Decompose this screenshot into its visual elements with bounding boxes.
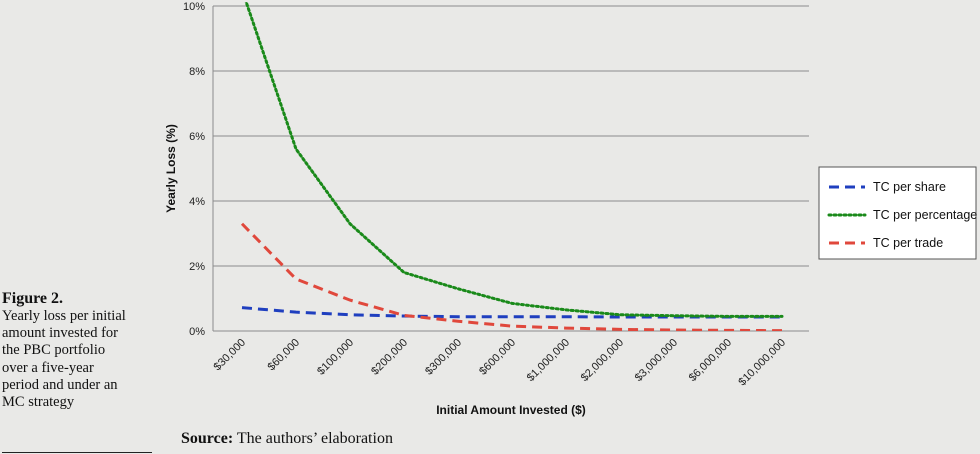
series-line-tc-per-trade (240, 222, 783, 331)
x-tick-label: $300,000 (423, 337, 464, 378)
y-tick-label: 0% (189, 326, 205, 338)
x-tick-label: $6,000,000 (687, 337, 734, 384)
caption-line: Yearly loss per initial (2, 308, 126, 324)
x-tick-label: $10,000,000 (736, 337, 788, 389)
x-tick-label: $200,000 (369, 337, 410, 378)
caption-line: MC strategy (2, 394, 75, 411)
y-axis-title: Yearly Loss (%) (164, 124, 178, 213)
x-tick-label: $3,000,000 (633, 337, 680, 384)
y-tick-label: 8% (189, 66, 205, 78)
x-tick-label: $600,000 (477, 337, 518, 378)
caption-divider (2, 452, 152, 453)
x-tick-label: $1,000,000 (525, 337, 572, 384)
y-tick-label: 6% (189, 131, 205, 143)
figure-label: Figure 2. (2, 290, 64, 307)
legend-label: TC per percentage (873, 208, 977, 222)
source-note: Source: The authors’ elaboration (181, 430, 393, 448)
source-text: The authors’ elaboration (233, 430, 393, 447)
x-axis-title: Initial Amount Invested ($) (436, 403, 586, 417)
caption-line: over a five-year (2, 359, 94, 376)
caption-line: amount invested for (2, 325, 118, 342)
figure-caption: Figure 2. Yearly loss per initial amount… (2, 290, 152, 411)
x-tick-label: $30,000 (212, 337, 249, 374)
caption-line: the PBC portfolio (2, 342, 106, 359)
legend-label: TC per share (873, 180, 946, 194)
y-tick-label: 10% (183, 1, 205, 13)
x-tick-label: $60,000 (266, 337, 303, 374)
source-label: Source: (181, 430, 234, 447)
y-tick-label: 4% (189, 196, 205, 208)
series-line-tc-per-percentage (244, 2, 784, 318)
x-tick-label: $2,000,000 (579, 337, 626, 384)
legend: TC per share TC per percentage TC per trad… (818, 166, 977, 260)
y-tick-label: 2% (189, 261, 205, 273)
x-tick-label: $100,000 (315, 337, 356, 378)
caption-line: period and under an (2, 376, 118, 393)
legend-label: TC per trade (873, 236, 943, 250)
